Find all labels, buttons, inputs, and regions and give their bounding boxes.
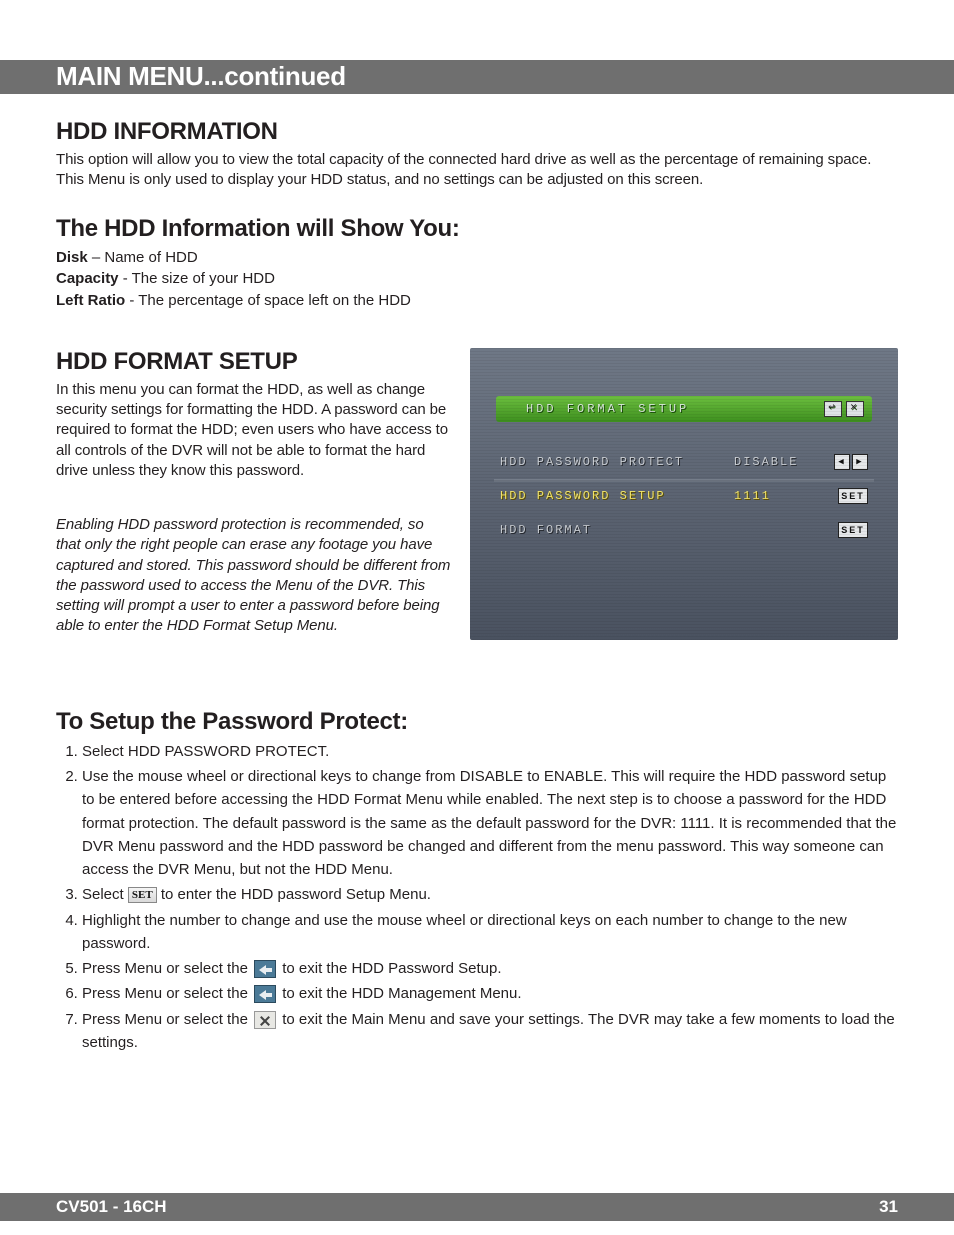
step-6: Press Menu or select the to exit the HDD… — [82, 982, 898, 1005]
dvr-row-password-protect[interactable]: HDD PASSWORD PROTECT DISABLE ◀ ▶ — [500, 448, 868, 476]
section-hdd-information: HDD INFORMATION This option will allow y… — [56, 118, 898, 191]
right-arrow-icon[interactable]: ▶ — [852, 454, 868, 470]
left-arrow-icon[interactable]: ◀ — [834, 454, 850, 470]
para-hdd-format-italic: Enabling HDD password protection is reco… — [56, 515, 452, 637]
heading-steps: To Setup the Password Protect: — [56, 708, 898, 736]
para-hdd-information: This option will allow you to view the t… — [56, 150, 898, 191]
page-banner: MAIN MENU...continued — [0, 60, 954, 94]
spec-left-ratio: Left Ratio - The percentage of space lef… — [56, 290, 898, 312]
dvr-back-icon[interactable]: ↩ — [824, 401, 842, 417]
step-3: Select SET to enter the HDD password Set… — [82, 883, 898, 906]
dvr-screenshot: HDD FORMAT SETUP ↩ ✕ HDD PASSWORD PROTEC… — [470, 348, 898, 640]
step-5: Press Menu or select the to exit the HDD… — [82, 957, 898, 980]
heading-show-you: The HDD Information will Show You: — [56, 215, 898, 243]
dvr-row-format[interactable]: HDD FORMAT SET — [500, 516, 868, 544]
close-icon — [254, 1011, 276, 1029]
format-text-column: HDD FORMAT SETUP In this menu you can fo… — [56, 348, 452, 637]
set-button[interactable]: SET — [838, 488, 868, 504]
dvr-close-icon[interactable]: ✕ — [846, 401, 864, 417]
heading-hdd-format: HDD FORMAT SETUP — [56, 348, 452, 376]
step-4: Highlight the number to change and use t… — [82, 909, 898, 956]
spec-capacity: Capacity - The size of your HDD — [56, 268, 898, 290]
para-hdd-format: In this menu you can format the HDD, as … — [56, 380, 452, 481]
page-footer: CV501 - 16CH 31 — [0, 1193, 954, 1221]
banner-title: MAIN MENU...continued — [56, 61, 346, 92]
page-content: HDD INFORMATION This option will allow y… — [56, 118, 898, 1078]
dvr-titlebar: HDD FORMAT SETUP ↩ ✕ — [496, 396, 872, 422]
format-screenshot-column: HDD FORMAT SETUP ↩ ✕ HDD PASSWORD PROTEC… — [470, 348, 898, 640]
dvr-row-label: HDD PASSWORD PROTECT — [500, 455, 734, 469]
section-show-you: The HDD Information will Show You: Disk … — [56, 215, 898, 312]
dvr-row-label: HDD FORMAT — [500, 523, 734, 537]
dvr-row-value: DISABLE — [734, 455, 824, 469]
dvr-row-label: HDD PASSWORD SETUP — [500, 489, 734, 503]
set-icon: SET — [128, 887, 157, 903]
section-hdd-format: HDD FORMAT SETUP In this menu you can fo… — [56, 348, 898, 640]
section-steps: To Setup the Password Protect: Select HD… — [56, 708, 898, 1054]
spec-disk: Disk – Name of HDD — [56, 247, 898, 269]
dvr-row-value: 1111 — [734, 489, 824, 503]
step-2: Use the mouse wheel or directional keys … — [82, 765, 898, 881]
step-1: Select HDD PASSWORD PROTECT. — [82, 740, 898, 763]
footer-page-number: 31 — [879, 1197, 898, 1217]
dvr-rows: HDD PASSWORD PROTECT DISABLE ◀ ▶ HDD PAS… — [500, 448, 868, 550]
heading-hdd-information: HDD INFORMATION — [56, 118, 898, 146]
footer-model: CV501 - 16CH — [56, 1197, 167, 1217]
step-7: Press Menu or select the to exit the Mai… — [82, 1008, 898, 1055]
back-arrow-icon — [254, 985, 276, 1003]
back-arrow-icon — [254, 960, 276, 978]
steps-list: Select HDD PASSWORD PROTECT. Use the mou… — [56, 740, 898, 1054]
set-button[interactable]: SET — [838, 522, 868, 538]
dvr-row-password-setup[interactable]: HDD PASSWORD SETUP 1111 SET — [500, 482, 868, 510]
dvr-title: HDD FORMAT SETUP — [504, 402, 820, 416]
